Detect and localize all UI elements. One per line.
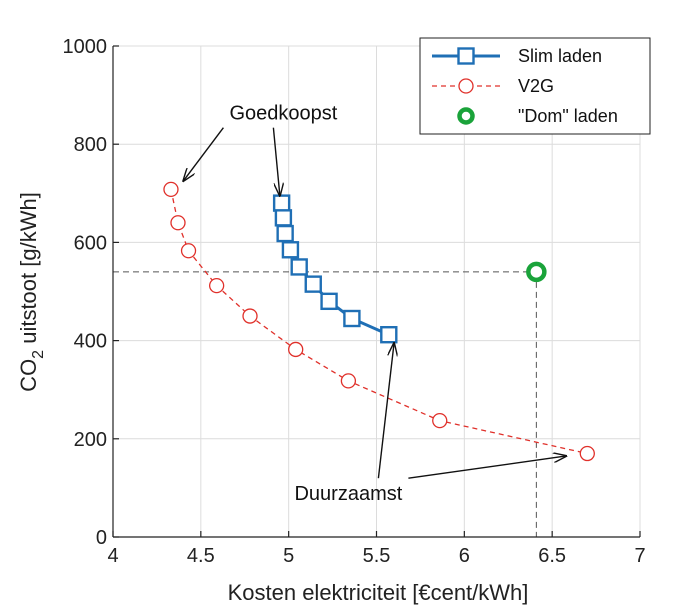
y-tick-label-3: 600 (74, 232, 107, 254)
x-tick-label-2: 5 (283, 545, 294, 567)
series-1-point-8 (579, 445, 595, 462)
x-tick-label-0: 4 (107, 545, 118, 567)
x-tick-label-6: 7 (634, 545, 645, 567)
series-0-point-8 (380, 326, 398, 344)
legend-marker-2 (457, 107, 475, 125)
series-0-point-1 (274, 209, 293, 227)
reference-lines (113, 271, 537, 537)
series-0-point-0 (272, 194, 291, 212)
series-0-point-7 (343, 309, 361, 328)
x-tick-label-5: 6.5 (538, 545, 566, 567)
y-tick-label-0: 0 (96, 527, 107, 549)
series-layer (163, 181, 595, 462)
series-2-point-0 (526, 261, 547, 283)
y-axis-label: CO2 uitstoot [g/kWh] (16, 192, 47, 392)
x-tick-label-1: 4.5 (187, 545, 215, 567)
legend: Slim laden V2G "Dom" laden (419, 37, 651, 135)
x-tick-label-4: 6 (459, 545, 470, 567)
series-1-line (170, 189, 588, 455)
series-1-point-5 (288, 341, 304, 358)
x-axis-label: Kosten elektriciteit [€cent/kWh] (228, 580, 529, 605)
series-1-point-0 (163, 181, 179, 198)
y-axis-label-rest: uitstoot [g/kWh] (16, 192, 41, 350)
series-0-point-3 (281, 241, 300, 259)
series-1-point-1 (170, 215, 186, 231)
y-tick-label-2: 400 (74, 331, 107, 353)
legend-marker-0 (457, 47, 475, 65)
annotation-arrow-1-1 (408, 456, 566, 479)
annotation-label-1: Duurzaamst (294, 483, 402, 505)
y-axis-label-sub: 2 (30, 350, 47, 359)
legend-label-1: V2G (518, 76, 554, 96)
annotation-arrow-0-1 (272, 127, 279, 196)
series-1-point-3 (208, 277, 225, 294)
series-0-point-5 (304, 275, 322, 293)
y-tick-label-5: 1000 (63, 36, 108, 58)
annotation-label-0: Goedkoopst (229, 103, 337, 125)
series-0-point-4 (290, 258, 308, 276)
series-1-point-2 (180, 243, 197, 259)
series-1-point-4 (242, 308, 258, 324)
y-tick-label-4: 800 (74, 134, 107, 156)
legend-label-2: "Dom" laden (518, 106, 618, 126)
legend-label-0: Slim laden (518, 46, 602, 66)
annotation-arrow-0-0 (183, 127, 224, 181)
y-tick-label-1: 200 (74, 429, 107, 451)
series-1-point-6 (340, 373, 357, 389)
y-axis-label-main: CO (16, 359, 41, 392)
x-tick-label-3: 5.5 (363, 545, 391, 567)
legend-marker-1 (458, 78, 474, 94)
axes-layer: 4 4.5 5 5.5 6 6.5 7 0 200 400 600 800 1000 (63, 36, 646, 567)
series-1-point-7 (432, 412, 448, 429)
series-0-point-6 (320, 292, 338, 311)
series-0-point-2 (276, 224, 294, 243)
annotations-layer: Goedkoopst Duurzaamst (183, 103, 566, 505)
annotation-arrow-1-0 (377, 343, 394, 479)
